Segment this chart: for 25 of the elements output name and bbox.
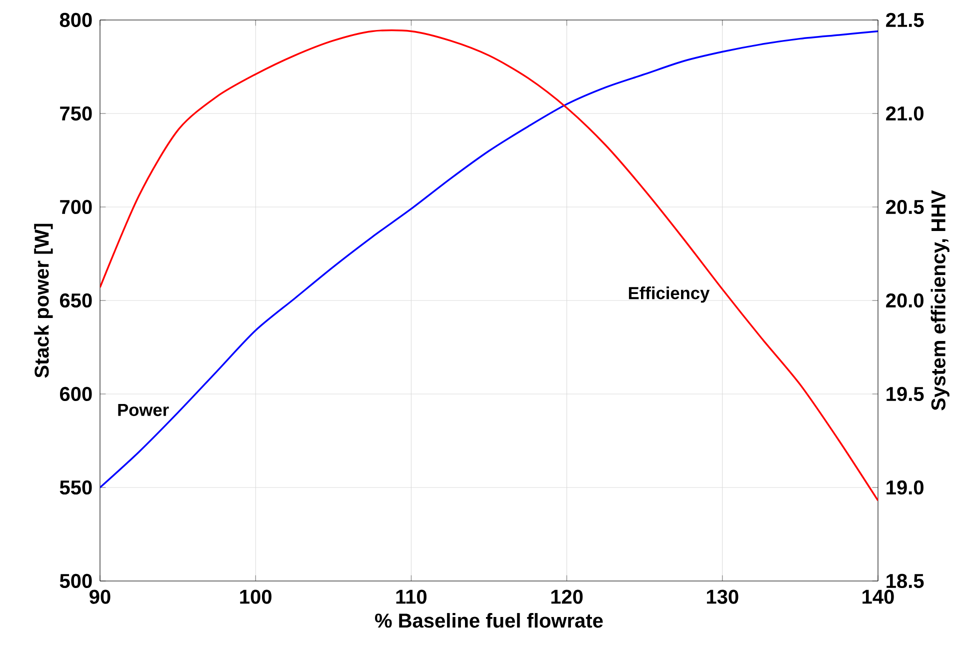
y2-axis-title: System efficiency, HHV xyxy=(930,190,950,410)
x-tick-label: 110 xyxy=(396,590,426,604)
y-axis-title: Stack power [W] xyxy=(34,224,53,378)
y-tick-label: 800 xyxy=(60,12,92,28)
series-label: Efficiency xyxy=(628,286,710,303)
x-tick-label: 130 xyxy=(706,590,738,604)
x-tick-label: 140 xyxy=(862,590,894,604)
y2-tick-label: 20.5 xyxy=(886,200,924,214)
x-axis-title: % Baseline fuel flowrate xyxy=(375,613,603,628)
y2-tick-label: 18.5 xyxy=(886,574,924,588)
y2-tick-label: 19.0 xyxy=(886,480,924,495)
y-tick-label: 550 xyxy=(60,480,92,495)
y2-tick-label: 20.0 xyxy=(886,293,924,308)
y-tick-label: 600 xyxy=(60,386,92,402)
y2-tick-label: 21.5 xyxy=(886,12,924,28)
series-label: Power xyxy=(118,404,169,416)
x-tick-label: 90 xyxy=(90,590,110,604)
y-tick-label: 750 xyxy=(60,106,92,121)
x-tick-label: 120 xyxy=(551,590,583,604)
x-tick-label: 100 xyxy=(240,590,272,604)
y2-tick-label: 19.5 xyxy=(886,386,924,402)
y2-tick-label: 21.0 xyxy=(886,106,924,121)
y-tick-label: 650 xyxy=(60,293,92,308)
y-tick-label: 700 xyxy=(60,200,92,214)
y-tick-label: 500 xyxy=(60,574,92,588)
